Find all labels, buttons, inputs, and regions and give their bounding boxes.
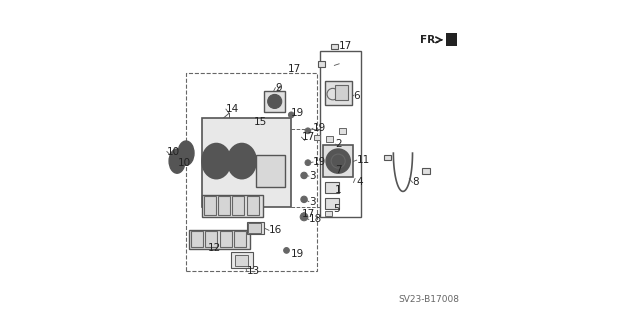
Text: 3: 3 [309,197,316,207]
Text: 11: 11 [356,155,370,165]
Text: 19: 19 [313,157,326,167]
Bar [325,211,332,216]
Bar [218,196,230,215]
Bar [320,51,362,217]
Ellipse shape [284,248,289,253]
Ellipse shape [301,196,307,203]
Bar [446,33,457,46]
Ellipse shape [169,149,185,173]
Bar [323,145,353,177]
Bar [335,85,348,100]
Bar [331,44,338,49]
Text: 5: 5 [333,204,339,214]
Bar [326,136,333,142]
Ellipse shape [178,141,194,165]
Text: 10: 10 [178,158,191,168]
Text: 15: 15 [254,117,268,127]
Text: 17: 17 [287,63,301,74]
Text: 17: 17 [339,41,353,51]
Text: 19: 19 [291,249,305,259]
Bar [191,231,203,247]
Ellipse shape [202,144,230,179]
Bar [202,195,262,217]
Bar [324,182,339,193]
Bar [230,252,253,268]
Bar [324,81,352,105]
Ellipse shape [301,172,307,179]
Bar [324,198,339,209]
Ellipse shape [305,128,311,134]
Text: 1: 1 [335,185,342,195]
Ellipse shape [300,213,308,221]
Text: 2: 2 [335,139,342,149]
Bar [205,231,218,247]
Text: 19: 19 [291,108,305,118]
Bar [339,128,346,134]
Text: 16: 16 [269,225,282,235]
Bar [186,73,317,271]
Text: 19: 19 [313,123,326,133]
Bar [264,91,285,112]
Ellipse shape [227,144,256,179]
Bar [256,155,285,187]
Text: 3: 3 [309,171,316,181]
Text: 17: 17 [301,132,315,142]
Text: 10: 10 [167,146,180,157]
Bar [189,230,250,249]
Ellipse shape [268,94,282,108]
Text: 14: 14 [226,104,239,114]
Text: 9: 9 [275,83,282,93]
Bar [246,196,259,215]
Bar [234,231,246,247]
Bar [204,196,216,215]
Bar [248,223,261,233]
Text: 7: 7 [335,165,342,175]
Text: 12: 12 [208,243,221,253]
Text: 6: 6 [353,91,360,101]
Bar [232,196,244,215]
Ellipse shape [326,149,350,173]
Bar [422,168,430,174]
Bar [384,155,391,160]
Text: 18: 18 [309,214,322,225]
Bar [220,231,232,247]
Text: SV23-B17008: SV23-B17008 [398,295,459,304]
Text: 4: 4 [356,177,364,188]
Ellipse shape [289,112,294,118]
Ellipse shape [305,160,311,166]
Bar [236,255,248,266]
Bar [246,222,264,234]
Bar [202,118,291,207]
Bar [319,61,325,67]
Text: FR.: FR. [420,35,440,45]
Text: 8: 8 [413,177,419,188]
Bar [314,135,320,140]
Text: 13: 13 [246,265,260,276]
Text: 17: 17 [301,209,315,219]
